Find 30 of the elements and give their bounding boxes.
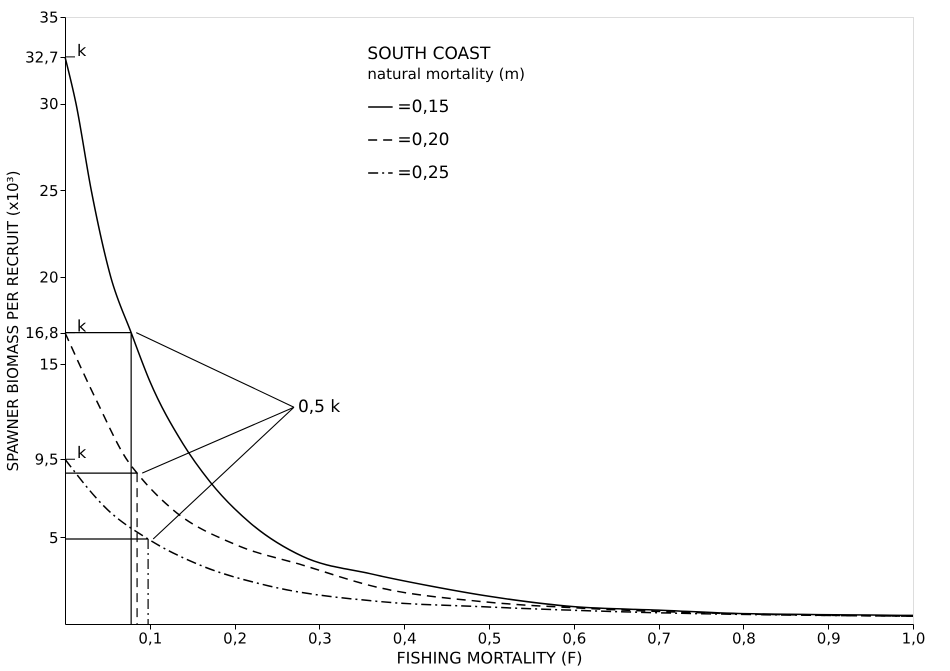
legend-title: natural mortality (m) — [367, 65, 525, 83]
y-tick-label: 20 — [39, 268, 58, 287]
x-tick-label: 0,7 — [647, 630, 672, 648]
x-tick-label: 0,5 — [478, 630, 502, 648]
y-tick-label: 9,5 — [34, 450, 58, 469]
x-tick-label: 0,8 — [732, 630, 756, 648]
y-tick-label: 32,7 — [25, 48, 58, 66]
annotation: k — [77, 443, 87, 462]
x-axis-title: FISHING MORTALITY (F) — [396, 648, 583, 668]
y-tick-label: 16,8 — [25, 324, 58, 342]
y-tick-label: 15 — [39, 355, 58, 374]
x-tick-label: 0,4 — [392, 630, 417, 648]
x-tick-label: 0,2 — [223, 630, 248, 648]
legend-label: =0,20 — [397, 130, 450, 150]
x-tick-label: 0,9 — [816, 630, 841, 648]
x-tick-label: 0,3 — [308, 630, 332, 648]
y-tick-label: 25 — [39, 182, 58, 200]
legend-label: =0,25 — [397, 163, 450, 183]
y-tick-label: 35 — [39, 8, 58, 26]
text: SOUTH COAST — [367, 44, 491, 64]
legend-label: =0,15 — [397, 97, 450, 117]
x-tick-label: 0,1 — [138, 630, 162, 648]
y-tick-label: 30 — [39, 95, 58, 114]
annotation: 0,5 k — [298, 397, 340, 418]
y-axis-title: SPAWNER BIOMASS PER RECRUIT (x10³) — [4, 170, 22, 472]
annotation: k — [77, 40, 87, 60]
y-tick-label: 5 — [48, 528, 58, 547]
x-tick-label: 0,6 — [562, 630, 586, 648]
annotation: k — [77, 316, 87, 336]
x-tick-label: 1,0 — [902, 630, 926, 648]
